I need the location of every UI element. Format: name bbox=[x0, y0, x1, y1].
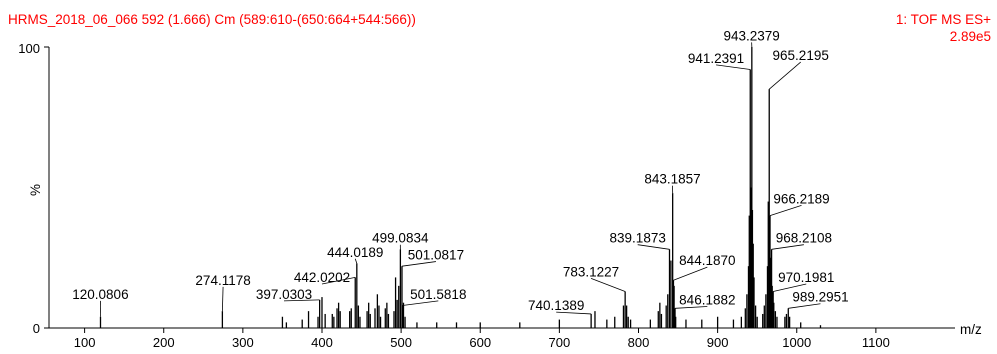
x-axis-label: m/z bbox=[960, 322, 982, 337]
peak-label: 501.5818 bbox=[410, 287, 466, 302]
base-intensity: 2.89e5 bbox=[950, 29, 991, 44]
x-tick-label: 200 bbox=[153, 335, 175, 350]
peak-label: 839.1873 bbox=[610, 231, 666, 246]
peak-label-leader bbox=[321, 277, 356, 285]
x-tick-label: 1100 bbox=[862, 335, 890, 350]
peak-label: 274.1178 bbox=[195, 273, 250, 288]
peak-label: 968.2108 bbox=[776, 231, 832, 246]
peak-label-leader bbox=[675, 306, 708, 309]
peak-label: 844.1870 bbox=[679, 253, 735, 268]
peak-label-leader bbox=[769, 204, 802, 216]
x-tick-label: 900 bbox=[707, 335, 729, 350]
peak-labels: 120.0806 274.1178 397.0303 442.0202 444.0189… bbox=[72, 28, 849, 317]
peak-label: 989.2951 bbox=[792, 290, 848, 305]
peak-label: 965.2195 bbox=[773, 48, 829, 63]
peak-label-leader bbox=[556, 311, 592, 315]
x-tick-label: 700 bbox=[549, 335, 571, 350]
peak-label-leader bbox=[768, 61, 801, 90]
peak-label: 442.0202 bbox=[294, 270, 350, 285]
peak-label-leader bbox=[771, 244, 804, 250]
x-tick-label: 500 bbox=[390, 335, 412, 350]
peak-label: 846.1882 bbox=[679, 293, 735, 308]
peak-label: 941.2391 bbox=[688, 51, 744, 66]
x-tick-label: 1000 bbox=[782, 335, 811, 350]
peak-label-leader bbox=[590, 278, 626, 292]
y-tick-label-100: 100 bbox=[18, 41, 40, 56]
peaks bbox=[99, 47, 822, 328]
peak-label: 966.2189 bbox=[773, 191, 829, 206]
x-tick-label: 600 bbox=[469, 335, 491, 350]
peak-label-leader bbox=[354, 258, 358, 264]
chart-title: HRMS_2018_06_066 592 (1.666) Cm (589:610… bbox=[8, 12, 416, 27]
peak-label: 943.2379 bbox=[723, 28, 779, 43]
scan-mode: 1: TOF MS ES+ bbox=[896, 12, 991, 27]
x-tick-label: 100 bbox=[74, 335, 96, 350]
peak-label-leader bbox=[637, 244, 670, 250]
x-ticks: 100 200 300 400 500 600 700 800 900 1000 1100 bbox=[74, 328, 890, 350]
peak-label-leader bbox=[221, 286, 224, 312]
x-tick-label: 800 bbox=[628, 335, 650, 350]
peak-label-leader bbox=[402, 300, 439, 306]
peak-label-leader bbox=[788, 303, 821, 309]
y-axis-label: % bbox=[28, 184, 43, 196]
peak-label: 120.0806 bbox=[72, 287, 128, 302]
x-tick-label: 400 bbox=[311, 335, 333, 350]
peak-label-leader bbox=[673, 266, 708, 281]
peak-label-leader bbox=[401, 261, 436, 267]
y-tick-label-0: 0 bbox=[33, 321, 40, 336]
peak-label: 501.0817 bbox=[408, 248, 464, 263]
peak-label: 783.1227 bbox=[563, 264, 619, 279]
peak-label-leader bbox=[715, 64, 751, 70]
x-tick-label: 300 bbox=[232, 335, 254, 350]
peak-label: 843.1857 bbox=[644, 172, 700, 187]
peak-label: 397.0303 bbox=[256, 287, 312, 302]
peak-label: 444.0189 bbox=[327, 245, 383, 260]
peak-label: 970.1981 bbox=[778, 270, 834, 285]
peak-label-leader bbox=[773, 283, 807, 292]
peak-label: 740.1389 bbox=[528, 298, 584, 313]
peak-label: 499.0834 bbox=[372, 231, 429, 246]
peak-label-leader bbox=[283, 299, 320, 302]
